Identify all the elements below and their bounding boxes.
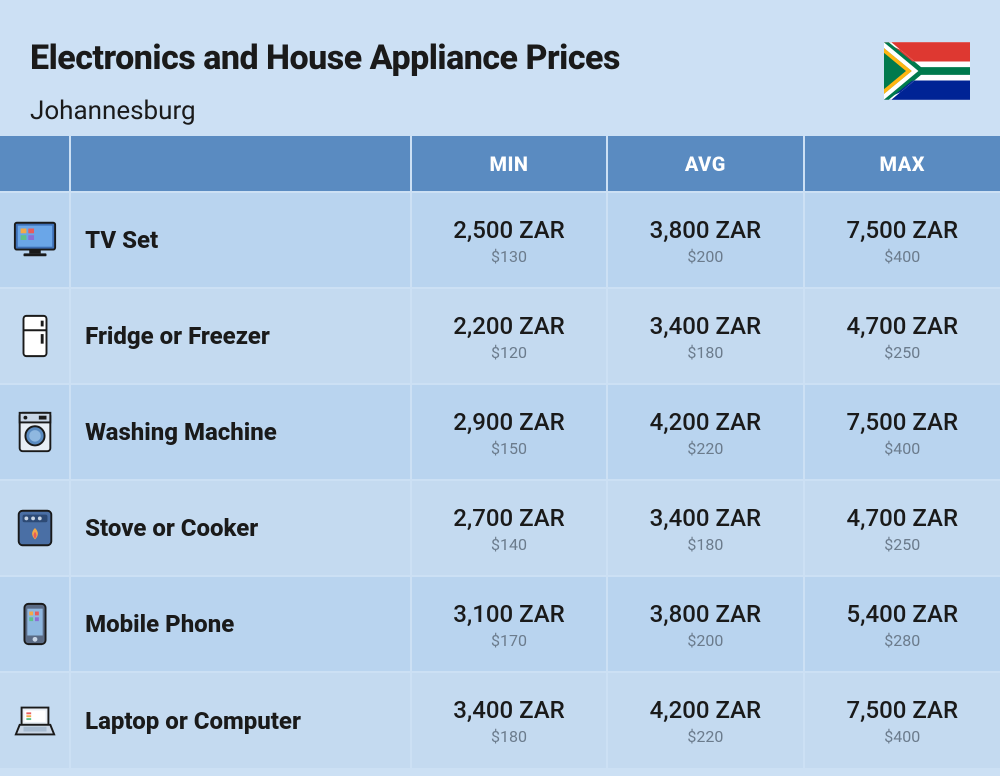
laptop-icon bbox=[0, 672, 70, 768]
header-name-col bbox=[70, 136, 411, 192]
south-africa-flag-icon bbox=[884, 42, 970, 104]
table-row: Mobile Phone3,100 ZAR $1703,800 ZAR $2005,… bbox=[0, 576, 1000, 672]
item-name: Mobile Phone bbox=[70, 576, 411, 672]
price-min: 2,700 ZAR $140 bbox=[411, 480, 607, 576]
item-name: Laptop or Computer bbox=[70, 672, 411, 768]
price-avg-usd: $200 bbox=[608, 631, 802, 650]
price-avg-usd: $220 bbox=[608, 439, 802, 458]
price-avg-zar: 3,400 ZAR bbox=[608, 503, 802, 533]
price-min-usd: $170 bbox=[412, 631, 606, 650]
title-block: Electronics and House Appliance Prices J… bbox=[30, 38, 620, 126]
price-min: 2,500 ZAR $130 bbox=[411, 192, 607, 288]
price-max: 4,700 ZAR $250 bbox=[804, 480, 1000, 576]
price-max-zar: 7,500 ZAR bbox=[805, 215, 1000, 245]
page-subtitle: Johannesburg bbox=[30, 96, 620, 126]
item-name: Fridge or Freezer bbox=[70, 288, 411, 384]
price-avg: 3,400 ZAR $180 bbox=[607, 480, 803, 576]
table-row: Fridge or Freezer2,200 ZAR$1203,400 ZAR$… bbox=[0, 288, 1000, 384]
price-max-usd: $280 bbox=[805, 631, 1000, 650]
item-name: Washing Machine bbox=[70, 384, 411, 480]
price-max: 7,500 ZAR $400 bbox=[804, 672, 1000, 768]
price-avg-zar: 3,400 ZAR bbox=[608, 311, 802, 341]
page-title: Electronics and House Appliance Prices bbox=[30, 38, 620, 78]
item-name: TV Set bbox=[70, 192, 411, 288]
price-min: 3,100 ZAR $170 bbox=[411, 576, 607, 672]
price-min-zar: 2,200 ZAR bbox=[412, 311, 606, 341]
price-min-zar: 2,500 ZAR bbox=[412, 215, 606, 245]
price-avg-zar: 3,800 ZAR bbox=[608, 599, 802, 629]
price-avg-usd: $220 bbox=[608, 727, 802, 746]
fridge-icon bbox=[0, 288, 70, 384]
price-avg-zar: 4,200 ZAR bbox=[608, 695, 802, 725]
price-max-usd: $400 bbox=[805, 247, 1000, 266]
price-avg-zar: 3,800 ZAR bbox=[608, 215, 802, 245]
price-table: MIN AVG MAX TV Set2,500 ZAR$1303,800 ZAR… bbox=[0, 136, 1000, 768]
header: Electronics and House Appliance Prices J… bbox=[0, 0, 1000, 136]
header-max: MAX bbox=[804, 136, 1000, 192]
price-max-zar: 5,400 ZAR bbox=[805, 599, 1000, 629]
price-max: 4,700 ZAR $250 bbox=[804, 288, 1000, 384]
price-min-usd: $140 bbox=[412, 535, 606, 554]
header-icon-col bbox=[0, 136, 70, 192]
price-card: Electronics and House Appliance Prices J… bbox=[0, 0, 1000, 776]
table-row: TV Set2,500 ZAR $1303,800 ZAR $2007,500 ZA… bbox=[0, 192, 1000, 288]
price-min-zar: 3,400 ZAR bbox=[412, 695, 606, 725]
header-min: MIN bbox=[411, 136, 607, 192]
table-row: Laptop or Computer3,400 ZAR $1804,200 ZAR… bbox=[0, 672, 1000, 768]
tv-icon bbox=[0, 192, 70, 288]
header-avg: AVG bbox=[607, 136, 803, 192]
washer-icon bbox=[0, 384, 70, 480]
price-avg: 3,400 ZAR $180 bbox=[607, 288, 803, 384]
price-avg-usd: $180 bbox=[608, 535, 802, 554]
stove-icon bbox=[0, 480, 70, 576]
price-max-usd: $400 bbox=[805, 439, 1000, 458]
price-min-zar: 3,100 ZAR bbox=[412, 599, 606, 629]
price-min-usd: $150 bbox=[412, 439, 606, 458]
table-row: Washing Machine2,900 ZAR $1504,200 ZAR $22… bbox=[0, 384, 1000, 480]
price-max: 7,500 ZAR $400 bbox=[804, 192, 1000, 288]
price-max-zar: 4,700 ZAR bbox=[805, 311, 1000, 341]
price-max-zar: 7,500 ZAR bbox=[805, 695, 1000, 725]
price-min-zar: 2,900 ZAR bbox=[412, 407, 606, 437]
price-min-zar: 2,700 ZAR bbox=[412, 503, 606, 533]
item-name: Stove or Cooker bbox=[70, 480, 411, 576]
price-avg: 4,200 ZAR $220 bbox=[607, 384, 803, 480]
price-avg: 3,800 ZAR $200 bbox=[607, 192, 803, 288]
price-max-usd: $400 bbox=[805, 727, 1000, 746]
price-max-usd: $250 bbox=[805, 535, 1000, 554]
price-min-usd: $130 bbox=[412, 247, 606, 266]
price-max-zar: 7,500 ZAR bbox=[805, 407, 1000, 437]
price-avg: 3,800 ZAR $200 bbox=[607, 576, 803, 672]
price-avg-usd: $200 bbox=[608, 247, 802, 266]
phone-icon bbox=[0, 576, 70, 672]
price-max-zar: 4,700 ZAR bbox=[805, 503, 1000, 533]
table-row: Stove or Cooker2,700 ZAR $1403,400 ZAR $18… bbox=[0, 480, 1000, 576]
price-min: 2,900 ZAR $150 bbox=[411, 384, 607, 480]
price-avg: 4,200 ZAR $220 bbox=[607, 672, 803, 768]
table-header-row: MIN AVG MAX bbox=[0, 136, 1000, 192]
price-min-usd: $180 bbox=[412, 727, 606, 746]
price-avg-zar: 4,200 ZAR bbox=[608, 407, 802, 437]
price-avg-usd: $180 bbox=[608, 343, 802, 362]
price-min-usd: $120 bbox=[412, 343, 606, 362]
price-max: 7,500 ZAR $400 bbox=[804, 384, 1000, 480]
price-min: 2,200 ZAR $120 bbox=[411, 288, 607, 384]
price-max: 5,400 ZAR $280 bbox=[804, 576, 1000, 672]
price-max-usd: $250 bbox=[805, 343, 1000, 362]
price-min: 3,400 ZAR $180 bbox=[411, 672, 607, 768]
